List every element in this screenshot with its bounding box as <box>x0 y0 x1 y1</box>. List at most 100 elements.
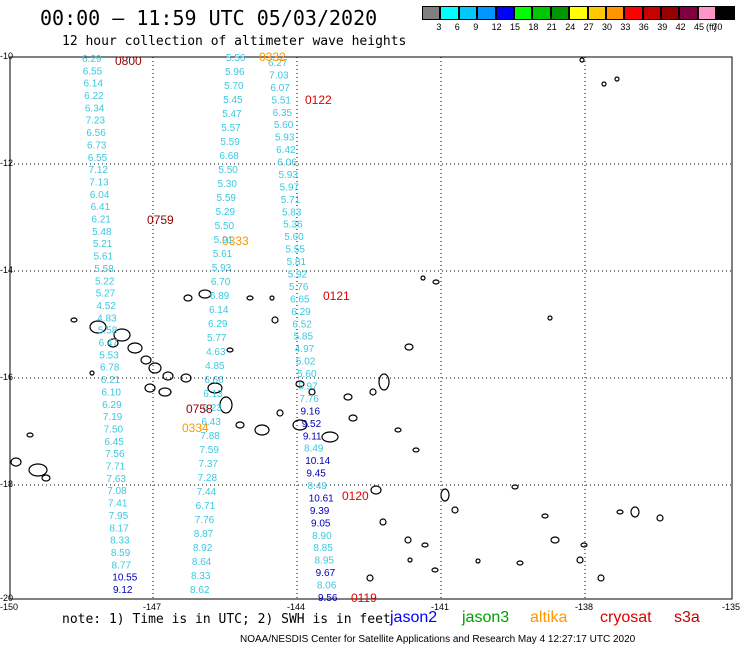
legend-label: 70 <box>712 22 723 32</box>
wave-height-label: 6.06 <box>277 158 297 169</box>
island-outline <box>162 371 174 381</box>
lat-label: -16 <box>0 372 14 382</box>
wave-height-label: 7.71 <box>106 462 126 473</box>
legend-label: 24 <box>565 22 576 32</box>
island-outline <box>226 347 234 353</box>
wave-height-label: 5.02 <box>296 357 316 368</box>
legend-swatch <box>679 6 698 20</box>
wave-height-label: 8.33 <box>110 536 130 547</box>
wave-height-label: 5.58 <box>98 326 118 337</box>
time-label: 0119 <box>351 591 377 605</box>
legend-label: 9 <box>473 22 479 32</box>
island-outline <box>292 419 308 431</box>
island-outline <box>366 574 374 582</box>
legend-swatch <box>697 6 717 20</box>
wave-height-label: 7.12 <box>88 165 108 176</box>
wave-height-label: 6.34 <box>85 103 105 114</box>
island-outline <box>183 294 193 302</box>
wave-height-label: 7.23 <box>86 116 106 127</box>
wave-height-label: 6.41 <box>91 202 111 213</box>
wave-height-label: 6.22 <box>84 91 104 102</box>
time-label: 0120 <box>342 489 369 503</box>
wave-height-label: 6.55 <box>88 153 108 164</box>
wave-height-label: 5.21 <box>93 239 113 250</box>
wave-height-label: 8.85 <box>313 543 333 554</box>
wave-height-label: 5.61 <box>94 252 114 263</box>
wave-height-label: 7.41 <box>108 499 128 510</box>
wave-height-label: 8.17 <box>109 523 129 534</box>
legend-swatch <box>495 6 514 20</box>
wave-height-label: 6.10 <box>101 387 121 398</box>
island-outline <box>10 457 22 467</box>
wave-height-label: 5.29 <box>216 207 236 218</box>
wave-height-label: 10.55 <box>112 573 137 584</box>
legend-swatch <box>532 6 551 20</box>
time-label: 0758 <box>186 402 213 416</box>
wave-height-label: 4.85 <box>205 361 225 372</box>
time-label: 0121 <box>323 289 350 303</box>
wave-height-label: 8.90 <box>312 531 332 542</box>
wave-height-label: 6.21 <box>91 215 111 226</box>
wave-height-label: 5.93 <box>275 133 295 144</box>
island-outline <box>404 343 414 351</box>
legend-label: 36 <box>638 22 649 32</box>
island-outline <box>269 295 275 301</box>
island-outline <box>140 355 152 365</box>
island-outline <box>219 396 233 414</box>
island-outline <box>511 484 519 490</box>
wave-height-label: 6.23 <box>202 403 222 414</box>
wave-height-label: 5.81 <box>287 257 307 268</box>
wave-height-label: 7.95 <box>109 511 129 522</box>
island-outline <box>369 388 377 396</box>
wave-height-label: 9.56 <box>318 593 338 604</box>
wave-height-label: 6.14 <box>209 305 229 316</box>
wave-height-label: 9.11 <box>303 431 322 442</box>
legend-label: 33 <box>620 22 631 32</box>
time-label: 0759 <box>147 213 174 227</box>
island-outline <box>271 316 279 324</box>
legend-label: 30 <box>602 22 613 32</box>
wave-height-label: 8.49 <box>308 481 328 492</box>
island-outline <box>235 421 245 429</box>
island-outline <box>516 560 524 566</box>
island-outline <box>207 382 223 394</box>
legend-label: 6 <box>454 22 460 32</box>
wave-height-label: 6.27 <box>268 58 288 69</box>
wave-height-label: 7.56 <box>105 449 125 460</box>
wave-height-label: 5.57 <box>221 123 241 134</box>
legend-swatch <box>587 6 606 20</box>
legend-label: 45 <box>694 22 705 32</box>
wave-height-label: 7.44 <box>197 487 217 498</box>
wave-height-label: 6.29 <box>82 54 102 65</box>
island-outline <box>343 393 353 401</box>
wave-height-label: 6.56 <box>86 128 106 139</box>
island-outline <box>475 558 481 564</box>
time-label: 0122 <box>305 93 332 107</box>
wave-height-label: 5.83 <box>282 207 302 218</box>
island-outline <box>616 509 624 515</box>
wave-height-label: 9.39 <box>310 506 330 517</box>
wave-height-label: 7.76 <box>299 394 319 405</box>
legend-swatch <box>642 6 662 20</box>
wave-height-label: 6.29 <box>208 319 228 330</box>
wave-height-label: 8.95 <box>315 556 335 567</box>
island-outline <box>579 57 585 63</box>
island-outline <box>348 414 358 422</box>
legend-swatches <box>422 6 735 20</box>
wave-height-label: 5.96 <box>225 67 245 78</box>
wave-height-label: 5.85 <box>294 332 314 343</box>
wave-height-label: 7.13 <box>89 177 109 188</box>
wave-height-label: 8.64 <box>192 557 212 568</box>
lat-label: -20 <box>0 593 14 603</box>
wave-height-label: 5.56 <box>226 53 246 64</box>
wave-height-label: 4.63 <box>206 347 226 358</box>
island-outline <box>412 447 420 453</box>
wave-height-label: 6.13 <box>203 389 223 400</box>
page-subtitle: 12 hour collection of altimeter wave hei… <box>62 34 407 49</box>
wave-height-label: 10.61 <box>309 493 334 504</box>
wave-height-label: 7.59 <box>199 445 219 456</box>
wave-height-label: 5.92 <box>288 270 308 281</box>
legend-swatch <box>550 6 570 20</box>
wave-height-label: 6.78 <box>100 363 120 374</box>
wave-height-label: 6.70 <box>211 277 231 288</box>
